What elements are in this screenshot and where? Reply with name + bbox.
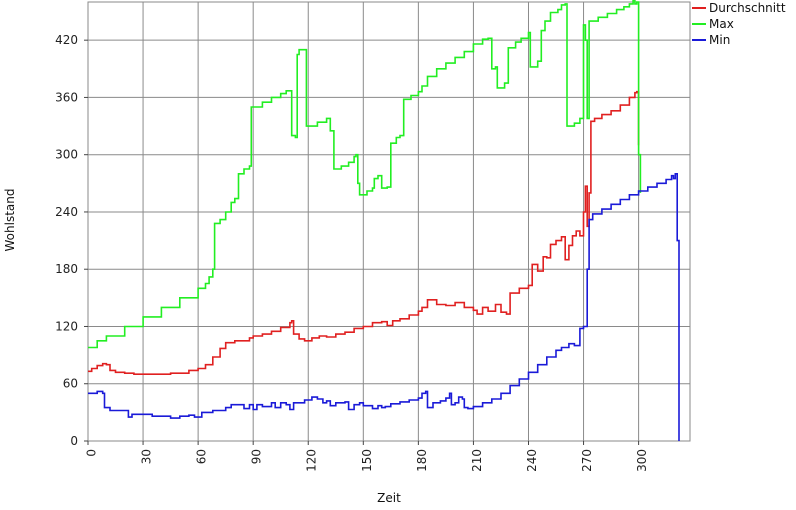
x-tick-label: 150 [360, 449, 374, 472]
x-tick-label: 30 [140, 449, 154, 464]
y-tick-label: 240 [55, 205, 78, 219]
legend-label: Durchschnitt [709, 1, 786, 15]
x-tick-label: 180 [415, 449, 429, 472]
x-tick-label: 270 [580, 449, 594, 472]
plot-area [87, 1, 691, 442]
y-tick-label: 420 [55, 33, 78, 47]
y-tick-label: 60 [63, 377, 78, 391]
series-line-min [88, 173, 680, 441]
y-tick-label: 0 [70, 434, 78, 448]
x-tick-label: 300 [635, 449, 649, 472]
legend-label: Min [709, 33, 730, 47]
x-tick-label: 0 [85, 449, 99, 457]
x-tick-label: 60 [195, 449, 209, 464]
x-tick-label: 90 [250, 449, 264, 464]
y-tick-label: 180 [55, 262, 78, 276]
x-tick-label: 210 [470, 449, 484, 472]
y-tick-label: 120 [55, 319, 78, 333]
y-tick-label: 360 [55, 90, 78, 104]
x-tick-label: 240 [525, 449, 539, 472]
legend-label: Max [709, 17, 734, 31]
series-line-max [88, 0, 642, 349]
y-tick-label: 300 [55, 148, 78, 162]
series-line-durchschnitt [88, 90, 640, 375]
x-axis-title: Zeit [377, 491, 401, 505]
x-tick-label: 120 [305, 449, 319, 472]
y-axis-title: Wohlstand [3, 189, 17, 252]
